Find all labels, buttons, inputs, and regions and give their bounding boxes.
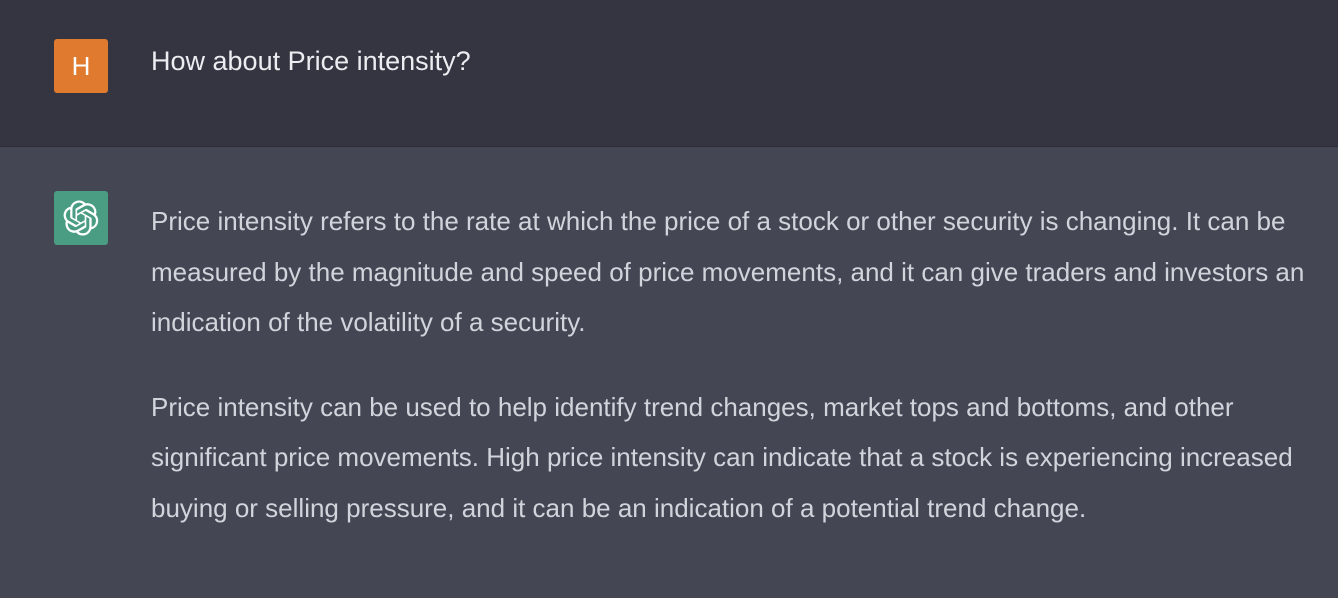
openai-logo-icon: [63, 200, 99, 236]
assistant-message-text: Price intensity refers to the rate at wh…: [151, 196, 1331, 533]
user-avatar-letter: H: [71, 50, 91, 81]
assistant-message-row: Price intensity refers to the rate at wh…: [0, 148, 1338, 598]
assistant-avatar: [54, 191, 108, 245]
user-message-row: H How about Price intensity?: [0, 0, 1338, 147]
user-message-text: How about Price intensity?: [151, 46, 471, 76]
assistant-paragraph: Price intensity can be used to help iden…: [151, 391, 1293, 523]
assistant-paragraph: Price intensity refers to the rate at wh…: [151, 206, 1305, 337]
user-avatar: H: [54, 39, 108, 93]
